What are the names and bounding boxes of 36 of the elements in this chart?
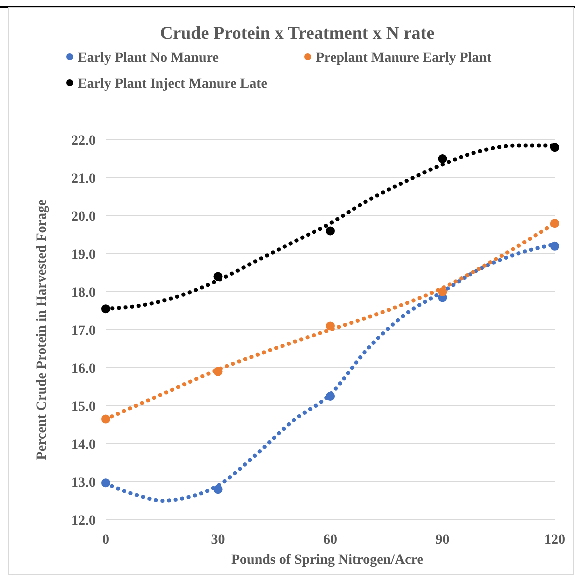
- point: [550, 219, 560, 228]
- point: [102, 304, 110, 314]
- x-tick-label: 120: [544, 533, 566, 548]
- point: [550, 242, 560, 251]
- y-tick-label: 16.0: [72, 362, 96, 377]
- legend-label: Early Plant Inject Manure Late: [78, 77, 268, 92]
- chart-title: Crude Protein x Treatment x N rate: [160, 23, 435, 43]
- y-tick-label: 20.0: [72, 210, 96, 225]
- y-tick-label: 21.0: [72, 172, 96, 187]
- point: [214, 272, 223, 282]
- point: [102, 478, 110, 488]
- point: [326, 322, 335, 331]
- y-axis-title: Percent Crude Protein in Harvested Forage: [35, 200, 50, 460]
- y-tick-label: 17.0: [72, 324, 96, 339]
- y-tick-label: 14.0: [72, 438, 96, 453]
- point: [550, 143, 560, 152]
- point: [214, 367, 223, 376]
- y-tick-label: 13.0: [72, 476, 96, 491]
- point: [438, 288, 448, 296]
- x-axis-title: Pounds of Spring Nitrogen/Acre: [232, 553, 424, 568]
- x-tick-label: 60: [324, 533, 338, 548]
- x-tick-label: 90: [436, 533, 450, 548]
- y-tick-label: 15.0: [72, 400, 96, 415]
- legend-label: Preplant Manure Early Plant: [316, 51, 492, 66]
- point: [326, 226, 335, 236]
- y-tick-label: 22.0: [72, 134, 96, 149]
- x-tick-label: 0: [102, 533, 110, 548]
- point: [102, 414, 110, 424]
- point: [326, 392, 335, 401]
- y-tick-label: 18.0: [72, 286, 96, 301]
- x-tick-label: 30: [211, 533, 226, 548]
- point: [438, 154, 448, 164]
- legend-label: Early Plant No Manure: [78, 51, 219, 66]
- y-tick-label: 19.0: [72, 248, 96, 263]
- point: [214, 485, 223, 494]
- y-tick-label: 12.0: [72, 514, 96, 529]
